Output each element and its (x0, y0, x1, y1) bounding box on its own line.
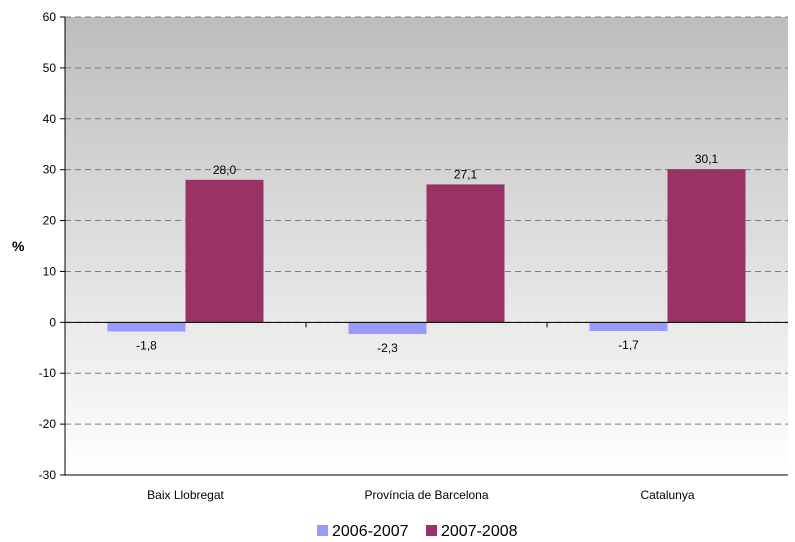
legend-swatch (317, 525, 328, 536)
data-label: -1,7 (618, 338, 639, 352)
y-tick-label: 40 (43, 112, 57, 126)
bar (426, 184, 505, 323)
legend-swatch (426, 525, 437, 536)
y-tick-label: -10 (39, 366, 57, 380)
axes: -30 -20 -10 0 10 20 30 40 50 60 Baix Llobregat Prov… (39, 10, 788, 502)
data-label: 30,1 (695, 152, 719, 166)
y-tick-label: 30 (43, 163, 57, 177)
x-category-label: Província de Barcelona (364, 488, 488, 502)
data-label: 28,0 (213, 163, 237, 177)
y-tick-label: 60 (43, 10, 57, 24)
data-label: -1,8 (136, 338, 157, 352)
bar (185, 179, 264, 323)
bars: -1,8 28,0 -2,3 27,1 -1,7 30,1 (107, 152, 746, 355)
legend-label: 2006-2007 (332, 523, 409, 540)
y-tick-label: -20 (39, 417, 57, 431)
bar (107, 322, 186, 332)
legend: 2006-2007 2007-2008 (317, 523, 518, 540)
data-label: -2,3 (377, 341, 398, 355)
x-category-label: Baix Llobregat (147, 488, 224, 502)
data-label: 27,1 (454, 167, 478, 181)
legend-label: 2007-2008 (441, 523, 518, 540)
y-tick-label: 20 (43, 214, 57, 228)
y-tick-label: 0 (49, 315, 56, 329)
x-category-label: Catalunya (640, 488, 694, 502)
y-tick-label: 10 (43, 264, 57, 278)
bar (667, 169, 746, 323)
y-axis-label: % (12, 238, 25, 254)
bar (589, 322, 668, 331)
y-tick-label: -30 (39, 468, 57, 482)
y-tick-label: 50 (43, 61, 57, 75)
bar (348, 322, 427, 335)
